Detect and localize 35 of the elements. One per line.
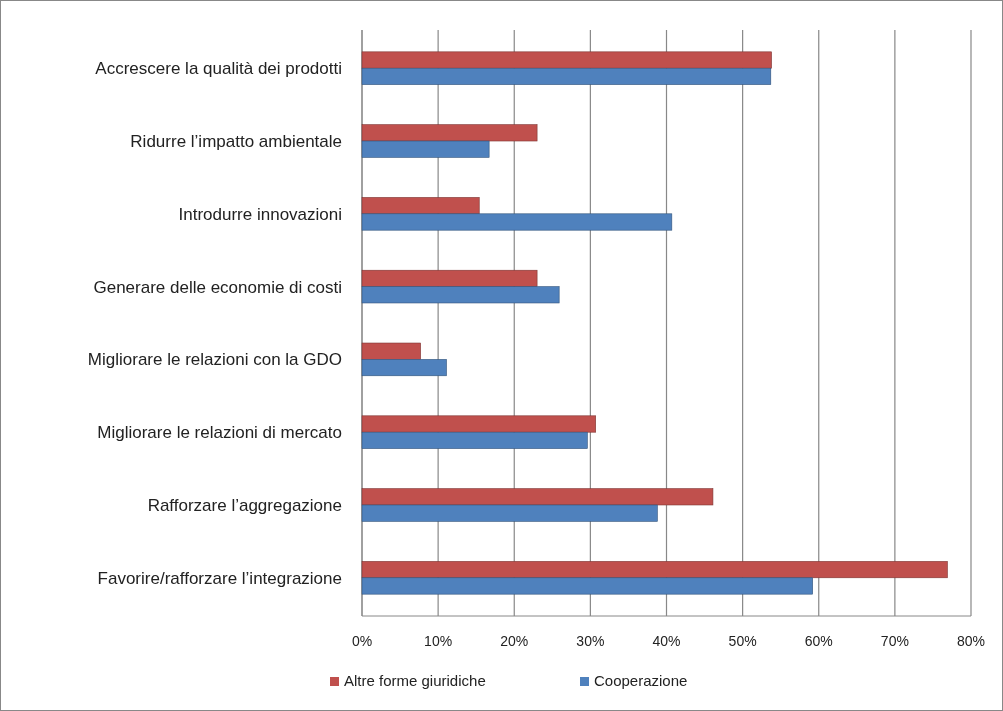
legend-label: Cooperazione [594,672,688,689]
x-tick-label: 40% [652,633,681,649]
bar [361,415,596,433]
bar [361,286,560,304]
x-tick-label: 30% [576,633,605,649]
bar [361,561,948,579]
y-tick-label: Introdurre innovazioni [178,204,342,224]
bar [361,359,447,377]
x-tick-label: 10% [424,633,453,649]
bar [361,577,813,595]
y-tick-label: Migliorare le relazioni con la GDO [87,350,342,370]
bar [361,504,658,522]
y-tick-label: Generare delle economie di costi [93,277,342,297]
bar [361,124,538,142]
bar [361,140,490,158]
x-tick-label: 0% [351,633,373,649]
x-tick-label: 80% [956,633,986,649]
y-tick-label: Accrescere la qualità dei prodotti [95,59,342,79]
bar [361,67,772,85]
y-tick-label: Ridurre l’impatto ambientale [130,132,342,152]
legend-label: Altre forme giuridiche [344,672,486,689]
bar [361,51,772,69]
x-tick-label: 60% [804,633,833,649]
bar [361,342,421,360]
y-tick-label: Rafforzare l’aggregazione [147,495,342,515]
bar [361,213,673,231]
x-tick-label: 20% [500,633,529,649]
bar [361,197,480,215]
x-tick-label: 50% [728,633,757,649]
bar [361,431,588,449]
y-tick-label: Migliorare le relazioni di mercato [97,423,342,443]
bar [361,488,714,506]
y-tick-label: Favorire/rafforzare l’integrazione [97,568,342,588]
x-tick-label: 70% [880,633,909,649]
bar [361,269,538,287]
